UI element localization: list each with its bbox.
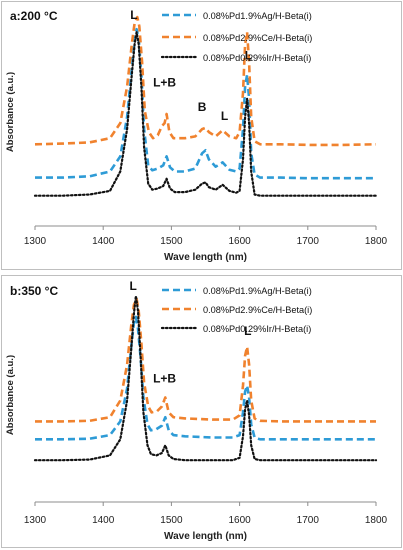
- legend-label-3: 0.08%Pd0.29%Ir/H-Beta(i): [203, 53, 311, 63]
- chart-panel-b: 1300 1400 1500 1600 1700 1800 Wave length (nm)…: [0, 275, 403, 550]
- peak-annotation: L: [130, 8, 137, 22]
- peak-annotation: B: [198, 100, 207, 114]
- chart-panel-a: 1300 1400 1500 1600 1700 1800 Wave length (nm)…: [1, 1, 402, 270]
- legend-label-2: 0.08%Pd2.9%Ce/H-Beta(i): [203, 33, 312, 43]
- legend-label-2: 0.08%Pd2.9%Ce/H-Beta(i): [203, 305, 312, 315]
- legend-label-1: 0.08%Pd1.9%Ag/H-Beta(i): [203, 11, 312, 21]
- series-line-2: [35, 297, 376, 423]
- y-axis-label: Absorbance (a.u.): [5, 355, 16, 435]
- panel-label: a:200 °C: [10, 9, 58, 23]
- series-line-3: [33, 294, 378, 462]
- x-tick-label: 1600: [228, 515, 251, 526]
- peak-annotation: L: [221, 109, 228, 123]
- peak-annotation: L: [130, 279, 137, 293]
- x-tick-label: 1500: [160, 236, 183, 247]
- x-tick-label: 1800: [365, 236, 388, 247]
- x-tick-label: 1700: [297, 236, 320, 247]
- x-axis-label: Wave length (nm): [164, 531, 247, 542]
- y-axis-label: Absorbance (a.u.): [5, 72, 16, 152]
- series-line-1: [35, 315, 376, 441]
- x-tick-label: 1400: [92, 236, 115, 247]
- series-line-2: [34, 15, 377, 147]
- peak-annotation: L+B: [153, 76, 176, 90]
- peak-annotation: L: [244, 324, 251, 338]
- x-axis-label: Wave length (nm): [164, 252, 247, 263]
- panel-frame: [1, 1, 402, 270]
- chart-svg: 1300 1400 1500 1600 1700 1800 Wave length (nm)…: [1, 275, 402, 548]
- peak-annotation: L+B: [153, 372, 176, 386]
- series-line-3: [33, 31, 378, 197]
- x-tick-label: 1300: [24, 236, 47, 247]
- legend-label-1: 0.08%Pd1.9%Ag/H-Beta(i): [203, 286, 312, 296]
- x-tick-label: 1300: [24, 515, 47, 526]
- peak-annotation: L: [245, 48, 252, 62]
- x-tick-label: 1800: [365, 515, 388, 526]
- panel-label: b:350 °C: [10, 284, 58, 298]
- x-tick-label: 1600: [228, 236, 251, 247]
- x-tick-label: 1700: [297, 515, 320, 526]
- legend-label-3: 0.08%Pd0.29%Ir/H-Beta(i): [203, 324, 311, 334]
- panel-frame: [1, 275, 402, 548]
- chart-svg: 1300 1400 1500 1600 1700 1800 Wave length (nm)…: [1, 1, 402, 270]
- x-tick-label: 1500: [160, 515, 183, 526]
- x-tick-label: 1400: [92, 515, 115, 526]
